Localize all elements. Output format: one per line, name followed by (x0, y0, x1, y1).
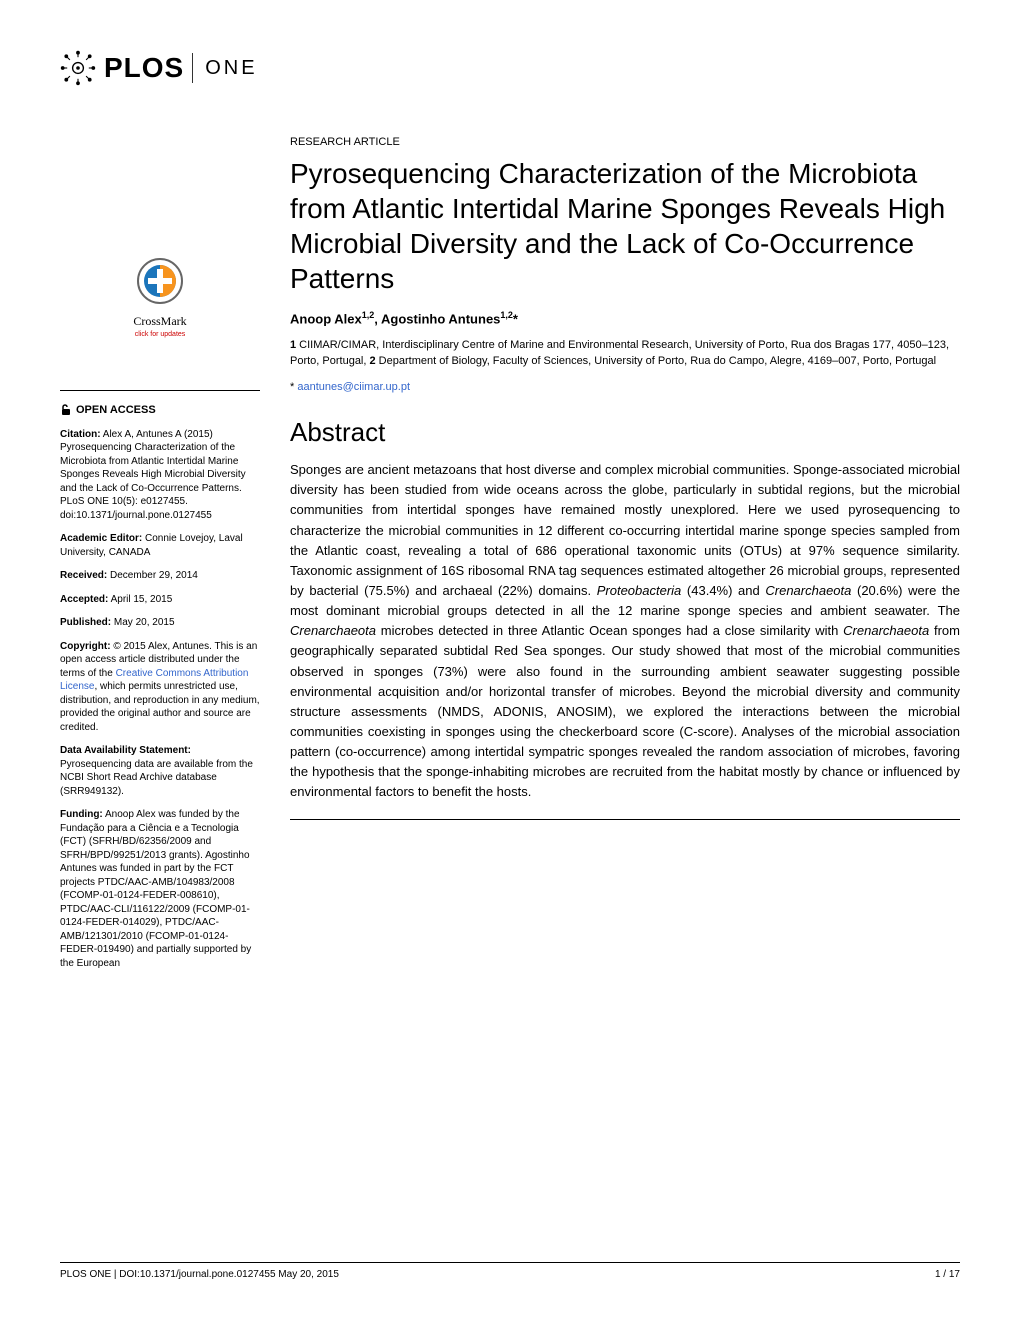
crossmark-sub: click for updates (60, 330, 260, 340)
page-footer: PLOS ONE | DOI:10.1371/journal.pone.0127… (60, 1262, 960, 1280)
plos-text: PLOS (104, 52, 184, 84)
main-content: RESEARCH ARTICLE Pyrosequencing Characte… (290, 136, 960, 980)
page-container: PLOS ONE CrossMark click for updates (0, 0, 1020, 1020)
editor-block: Academic Editor: Connie Lovejoy, Laval U… (60, 532, 260, 559)
article-title: Pyrosequencing Characterization of the M… (290, 156, 960, 296)
funding-block: Funding: Anoop Alex was funded by the Fu… (60, 808, 260, 970)
data-availability-block: Data Availability Statement: Pyrosequenc… (60, 744, 260, 798)
abstract-text: Sponges are ancient metazoans that host … (290, 460, 960, 802)
accepted-block: Accepted: April 15, 2015 (60, 593, 260, 607)
one-text: ONE (205, 57, 257, 80)
article-type: RESEARCH ARTICLE (290, 136, 960, 148)
affiliations: 1 CIIMAR/CIMAR, Interdisciplinary Centre… (290, 338, 960, 369)
open-access-text: OPEN ACCESS (76, 403, 156, 418)
crossmark-icon (135, 256, 185, 306)
plos-icon (60, 50, 96, 86)
published-block: Published: May 20, 2015 (60, 616, 260, 630)
crossmark-label: CrossMark (60, 313, 260, 330)
crossmark-badge[interactable]: CrossMark click for updates (60, 256, 260, 340)
journal-logo: PLOS ONE (60, 50, 960, 86)
sidebar: CrossMark click for updates OPEN ACCESS … (60, 136, 260, 980)
open-access-badge: OPEN ACCESS (60, 403, 260, 418)
footer-right: 1 / 17 (935, 1269, 960, 1280)
citation-block: Citation: Alex A, Antunes A (2015) Pyros… (60, 428, 260, 523)
sidebar-divider (60, 390, 260, 391)
content-area: CrossMark click for updates OPEN ACCESS … (60, 136, 960, 980)
logo-divider (192, 53, 193, 83)
corresponding-author: * aantunes@ciimar.up.pt (290, 381, 960, 393)
authors: Anoop Alex1,2, Agostinho Antunes1,2* (290, 310, 960, 326)
abstract-divider (290, 819, 960, 820)
abstract-heading: Abstract (290, 417, 960, 448)
received-block: Received: December 29, 2014 (60, 569, 260, 583)
corresponding-email-link[interactable]: aantunes@ciimar.up.pt (297, 381, 410, 393)
open-lock-icon (60, 404, 72, 416)
footer-left: PLOS ONE | DOI:10.1371/journal.pone.0127… (60, 1269, 339, 1280)
copyright-block: Copyright: © 2015 Alex, Antunes. This is… (60, 640, 260, 735)
